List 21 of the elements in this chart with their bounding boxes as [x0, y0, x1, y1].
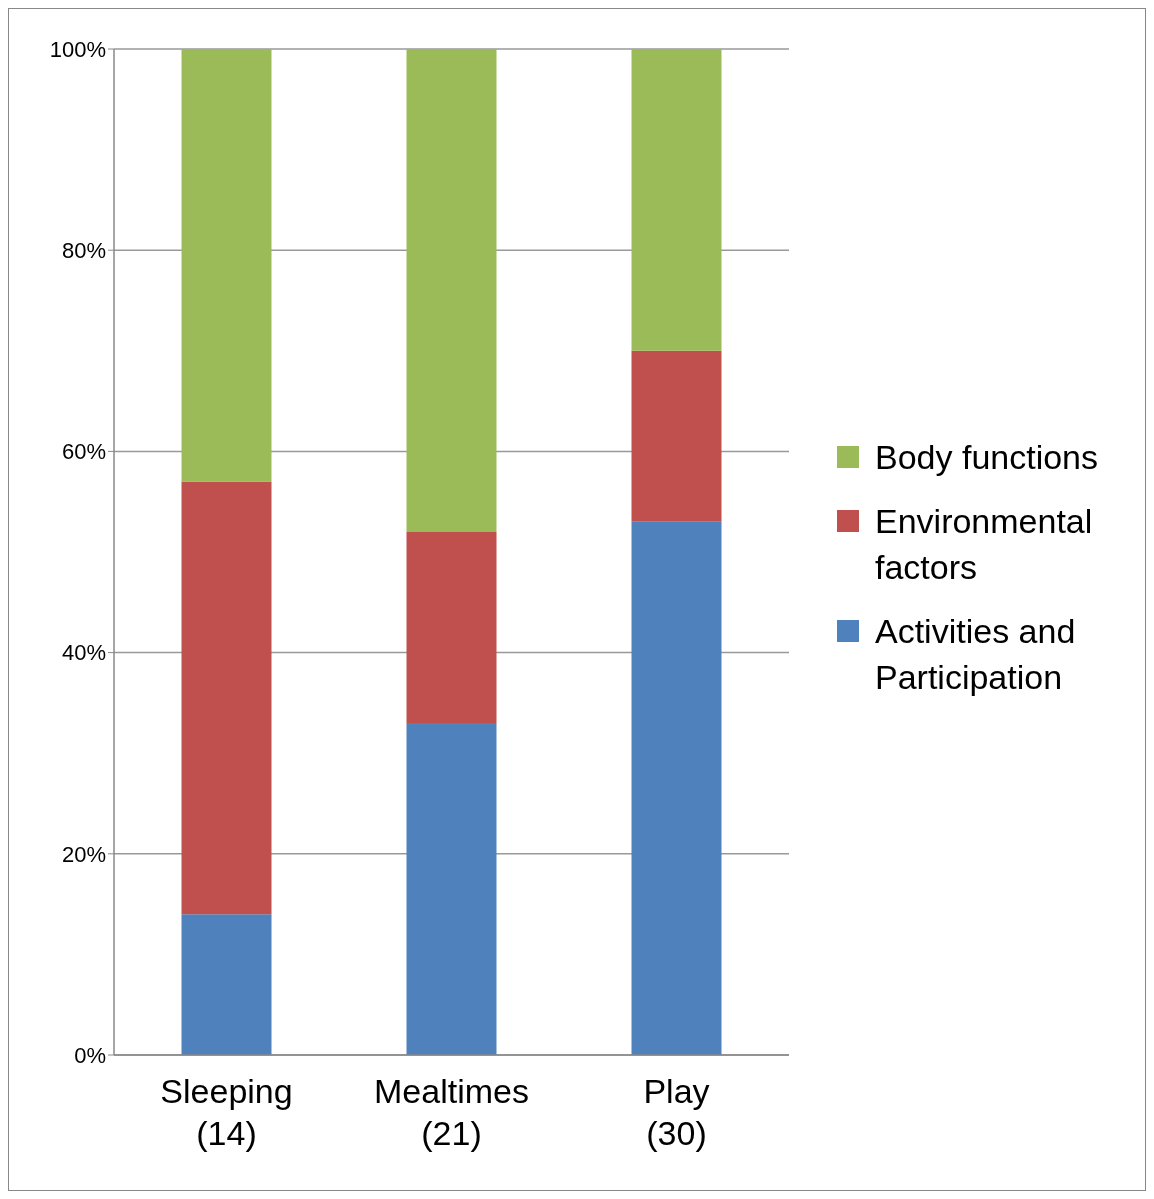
x-tick-label: Sleeping (14) — [160, 1072, 293, 1152]
bar — [631, 49, 722, 351]
bar — [406, 531, 497, 724]
legend-label: Environmental factors — [875, 501, 1094, 588]
y-tick-label: 80% — [61, 238, 106, 264]
legend-label: Body functions — [875, 437, 1099, 478]
y-tick-label: 20% — [61, 841, 106, 867]
bar — [406, 723, 497, 1055]
y-tick-label: 60% — [61, 439, 106, 465]
y-tick-label: 40% — [61, 640, 106, 666]
legend-label: Activities and Participation — [875, 611, 1077, 698]
y-tick-label: 100% — [49, 36, 106, 62]
bar — [406, 49, 497, 532]
bar — [181, 49, 272, 482]
bar — [181, 914, 272, 1055]
bar — [631, 350, 722, 522]
bar — [181, 481, 272, 915]
y-tick-label: 0% — [74, 1042, 106, 1068]
x-tick-label: Play (30) — [643, 1072, 710, 1152]
bar — [631, 521, 722, 1055]
x-tick-label: Mealtimes (21) — [374, 1072, 529, 1152]
